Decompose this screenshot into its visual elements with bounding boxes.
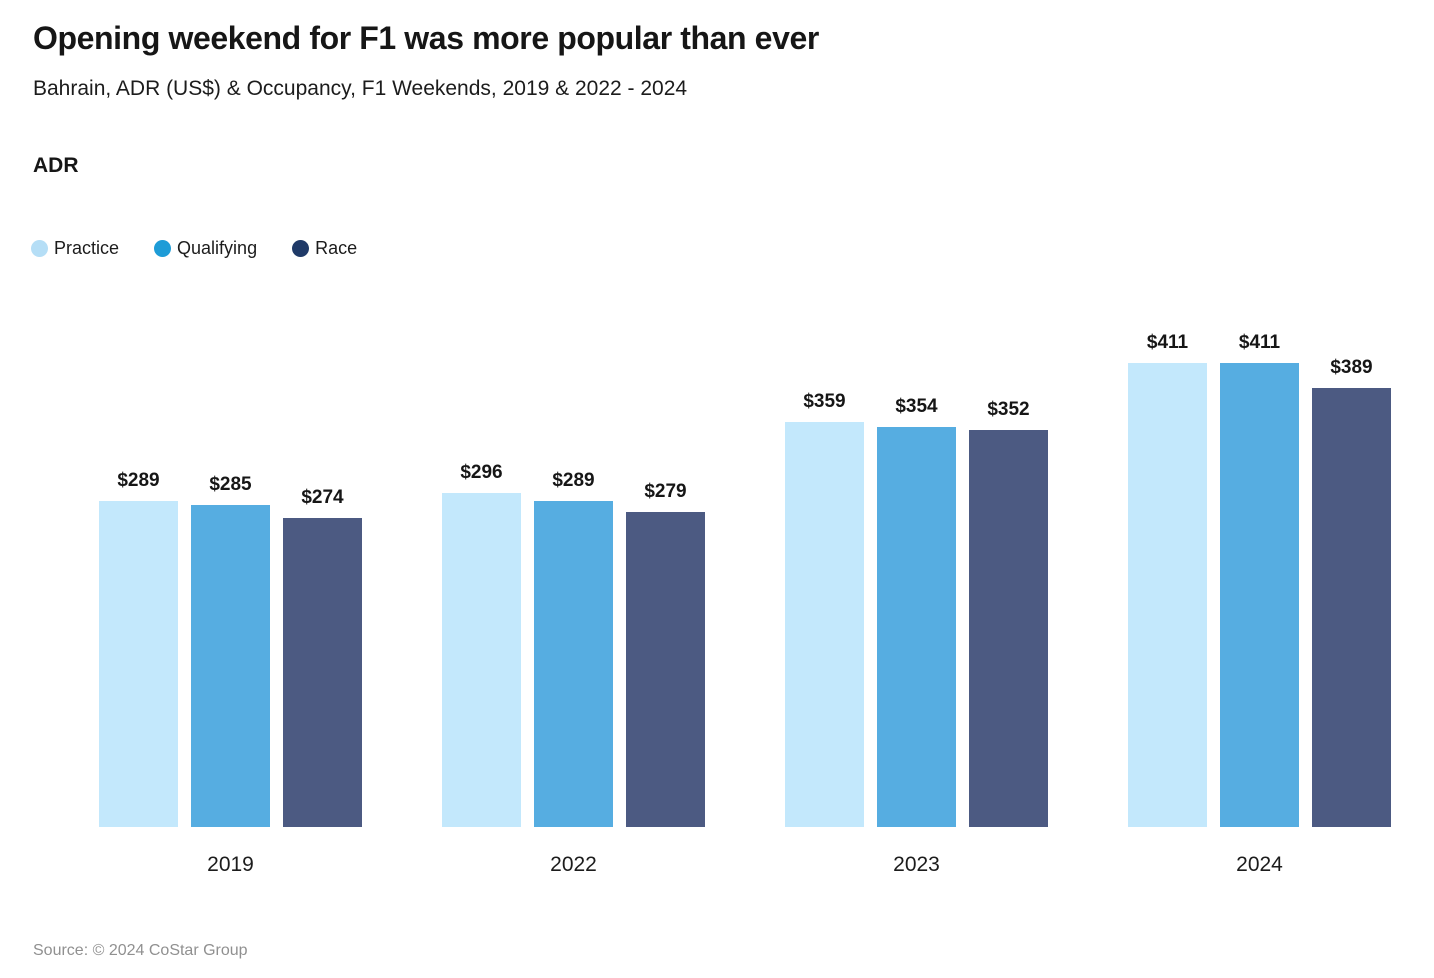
bar-practice-2023 <box>785 422 864 827</box>
bar-race-2022 <box>626 512 705 827</box>
bar-value-label: $352 <box>987 399 1030 420</box>
bar-column-race-2024: $389 <box>1312 357 1391 827</box>
legend-label: Qualifying <box>177 238 258 258</box>
bar-column-qualifying-2022: $289 <box>534 470 613 827</box>
legend-label: Practice <box>54 238 120 258</box>
bar-column-practice-2022: $296 <box>442 462 521 827</box>
bar-value-label: $274 <box>301 487 344 508</box>
legend-label: Race <box>315 238 358 258</box>
x-axis-label-2019: 2019 <box>207 853 254 876</box>
bar-column-practice-2024: $411 <box>1128 332 1207 827</box>
bar-value-label: $354 <box>895 396 938 417</box>
bar-value-label: $359 <box>803 391 846 412</box>
bar-race-2019 <box>283 518 362 827</box>
legend-dot-qualifying <box>154 240 172 257</box>
bar-value-label: $289 <box>552 470 595 491</box>
bar-qualifying-2023 <box>877 427 956 827</box>
bar-qualifying-2019 <box>191 505 270 827</box>
bar-qualifying-2022 <box>534 501 613 827</box>
metric-label: ADR <box>33 154 79 177</box>
x-axis-label-2023: 2023 <box>893 853 940 876</box>
bar-value-label: $289 <box>117 470 160 491</box>
bar-column-practice-2019: $289 <box>99 470 178 827</box>
bar-value-label: $296 <box>460 462 503 483</box>
legend: Practice Qualifying Race <box>31 238 357 259</box>
source-credit: Source: © 2024 CoStar Group <box>33 942 248 959</box>
bar-value-label: $389 <box>1330 357 1373 378</box>
bar-group-2024: $411 $411 $389 <box>1128 332 1391 827</box>
bar-value-label: $285 <box>209 474 252 495</box>
bar-group-2022: $296 $289 $279 <box>442 462 705 827</box>
page-subtitle: Bahrain, ADR (US$) & Occupancy, F1 Weeke… <box>33 77 688 100</box>
bar-group-2023: $359 $354 $352 <box>785 391 1048 827</box>
bar-column-qualifying-2024: $411 <box>1220 332 1299 827</box>
bar-column-qualifying-2019: $285 <box>191 474 270 827</box>
bar-value-label: $411 <box>1238 332 1281 353</box>
bar-practice-2022 <box>442 493 521 827</box>
legend-dot-race <box>292 240 310 257</box>
bar-value-label: $279 <box>644 481 687 502</box>
bar-column-practice-2023: $359 <box>785 391 864 827</box>
bar-practice-2019 <box>99 501 178 827</box>
legend-item-race: Race <box>292 238 357 259</box>
bar-column-race-2022: $279 <box>626 481 705 827</box>
legend-dot-practice <box>31 240 48 257</box>
page-title: Opening weekend for F1 was more popular … <box>33 20 819 56</box>
bar-value-label: $411 <box>1146 332 1189 353</box>
bar-column-race-2023: $352 <box>969 399 1048 827</box>
bar-practice-2024 <box>1128 363 1207 827</box>
bar-group-2019: $289 $285 $274 <box>99 470 362 827</box>
bar-race-2024 <box>1312 388 1391 827</box>
x-axis-label-2024: 2024 <box>1236 853 1283 876</box>
bar-column-qualifying-2023: $354 <box>877 396 956 827</box>
legend-item-practice: Practice <box>31 238 119 259</box>
legend-item-qualifying: Qualifying <box>154 238 257 259</box>
x-axis: 2019 2022 2023 2024 <box>99 853 1392 877</box>
bar-column-race-2019: $274 <box>283 487 362 827</box>
x-axis-label-2022: 2022 <box>550 853 597 876</box>
bar-qualifying-2024 <box>1220 363 1299 827</box>
chart-plot: $289 $285 $274 $296 $289 $279 $359 $354 $352 $411… <box>99 330 1392 827</box>
bar-race-2023 <box>969 430 1048 827</box>
